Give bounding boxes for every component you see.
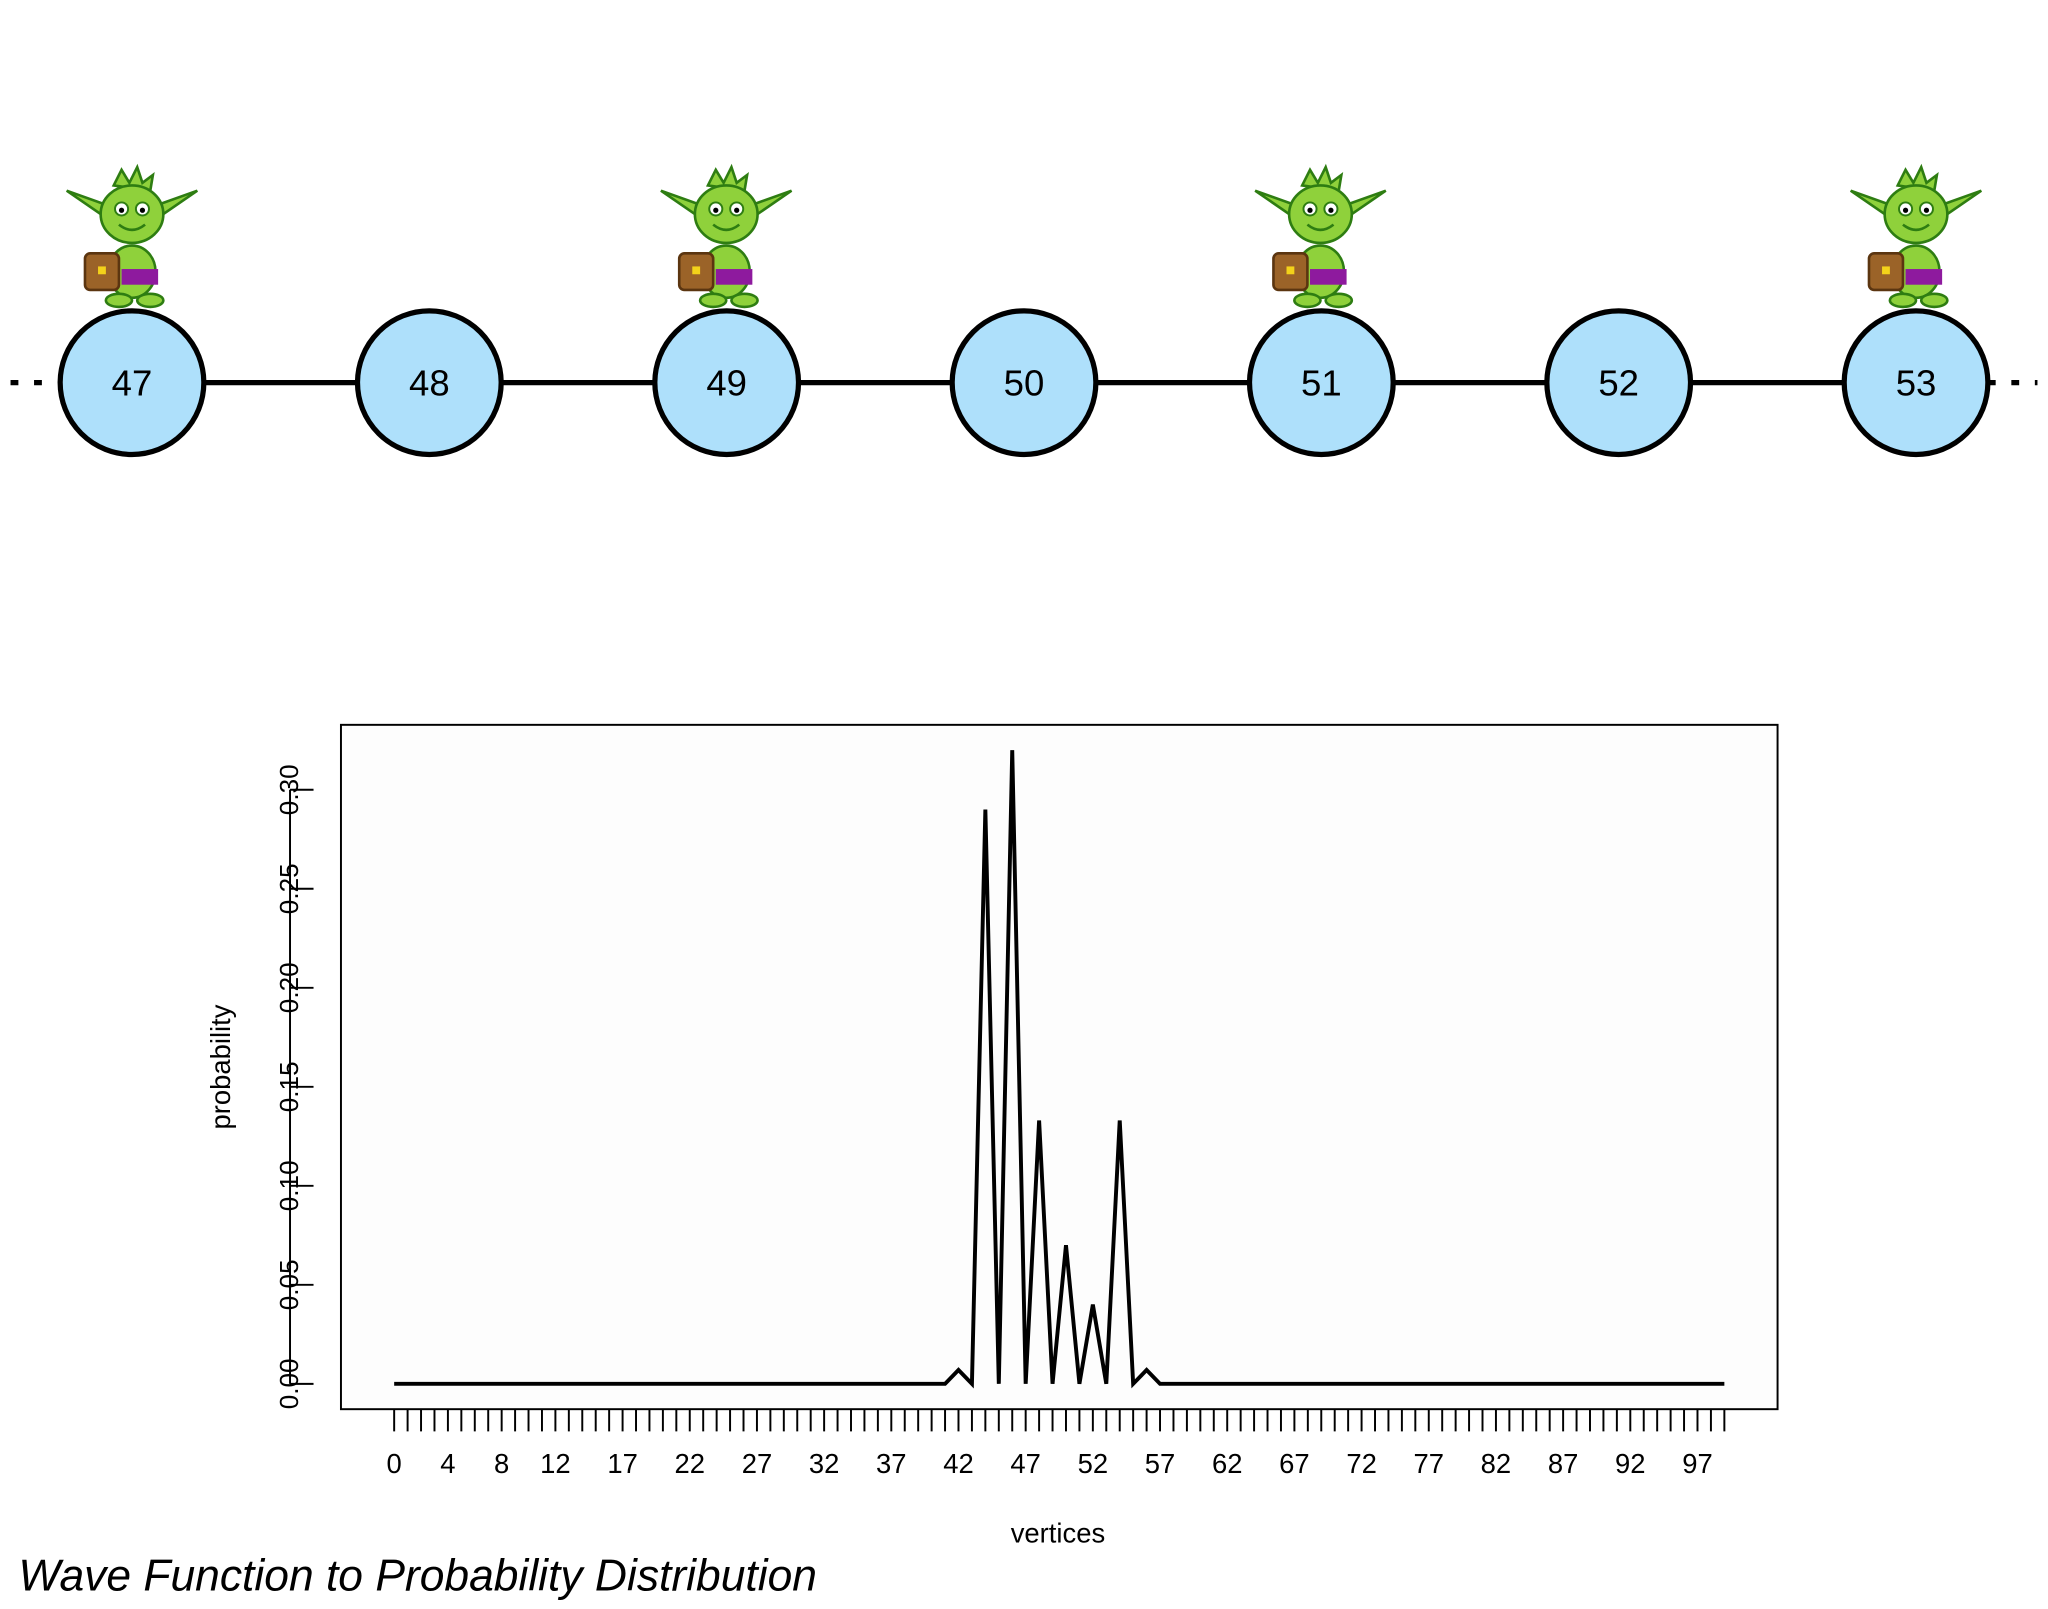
x-tick-label: 22: [675, 1448, 705, 1479]
vertex: [1246, 308, 1396, 458]
x-axis-label: vertices: [1011, 1517, 1105, 1548]
vertex-label: 51: [1301, 363, 1342, 404]
y-axis-label: probability: [205, 1004, 236, 1129]
x-tick-label: 67: [1279, 1448, 1309, 1479]
chain-diagram: 47 48 49 50 51 52 53: [10, 165, 2038, 458]
x-tick-label: 32: [809, 1448, 839, 1479]
y-tick-label: 0.25: [274, 863, 304, 914]
x-tick-label: 37: [876, 1448, 906, 1479]
x-tick-label: 12: [540, 1448, 570, 1479]
vertex-label: 49: [706, 363, 747, 404]
x-tick-label: 82: [1481, 1448, 1511, 1479]
walker-icon: [1849, 165, 1983, 309]
x-tick-label: 17: [607, 1448, 637, 1479]
x-tick-label: 8: [494, 1448, 509, 1479]
x-tick-label: 77: [1414, 1448, 1444, 1479]
vertex: [949, 308, 1099, 458]
vertex: [354, 308, 504, 458]
walker-icon: [659, 165, 793, 309]
x-tick-label: 87: [1548, 1448, 1578, 1479]
data-line: [394, 750, 1725, 1389]
x-tick-label: 92: [1615, 1448, 1645, 1479]
x-tick-label: 97: [1682, 1448, 1712, 1479]
y-tick-label: 0.05: [274, 1259, 304, 1310]
x-tick-label: 72: [1346, 1448, 1376, 1479]
vertex-label: 53: [1896, 363, 1937, 404]
x-tick-label: 52: [1078, 1448, 1108, 1479]
vertex: [1544, 308, 1694, 458]
walker-icon: [65, 165, 199, 309]
caption: Wave Function to Probability Distributio…: [18, 1552, 817, 1601]
y-tick-label: 0.15: [274, 1061, 304, 1112]
x-tick-label: 47: [1010, 1448, 1040, 1479]
y-tick-label: 0.10: [274, 1160, 304, 1211]
y-tick-label: 0.30: [274, 764, 304, 815]
vertex-label: 48: [409, 363, 450, 404]
y-tick-label: 0.00: [274, 1358, 304, 1409]
x-tick-label: 42: [943, 1448, 973, 1479]
vertex-label: 47: [112, 363, 153, 404]
vertex-label: 52: [1598, 363, 1639, 404]
walker-icon: [1253, 165, 1388, 309]
y-tick-label: 0.20: [274, 962, 304, 1013]
vertex-label: 50: [1004, 363, 1045, 404]
vertex: [57, 308, 207, 458]
vertex: [652, 308, 802, 458]
x-tick-label: 27: [742, 1448, 772, 1479]
x-tick-label: 62: [1212, 1448, 1242, 1479]
x-tick-label: 4: [440, 1448, 455, 1479]
vertex: [1841, 308, 1991, 458]
x-tick-label: 0: [387, 1448, 402, 1479]
x-tick-label: 57: [1145, 1448, 1175, 1479]
